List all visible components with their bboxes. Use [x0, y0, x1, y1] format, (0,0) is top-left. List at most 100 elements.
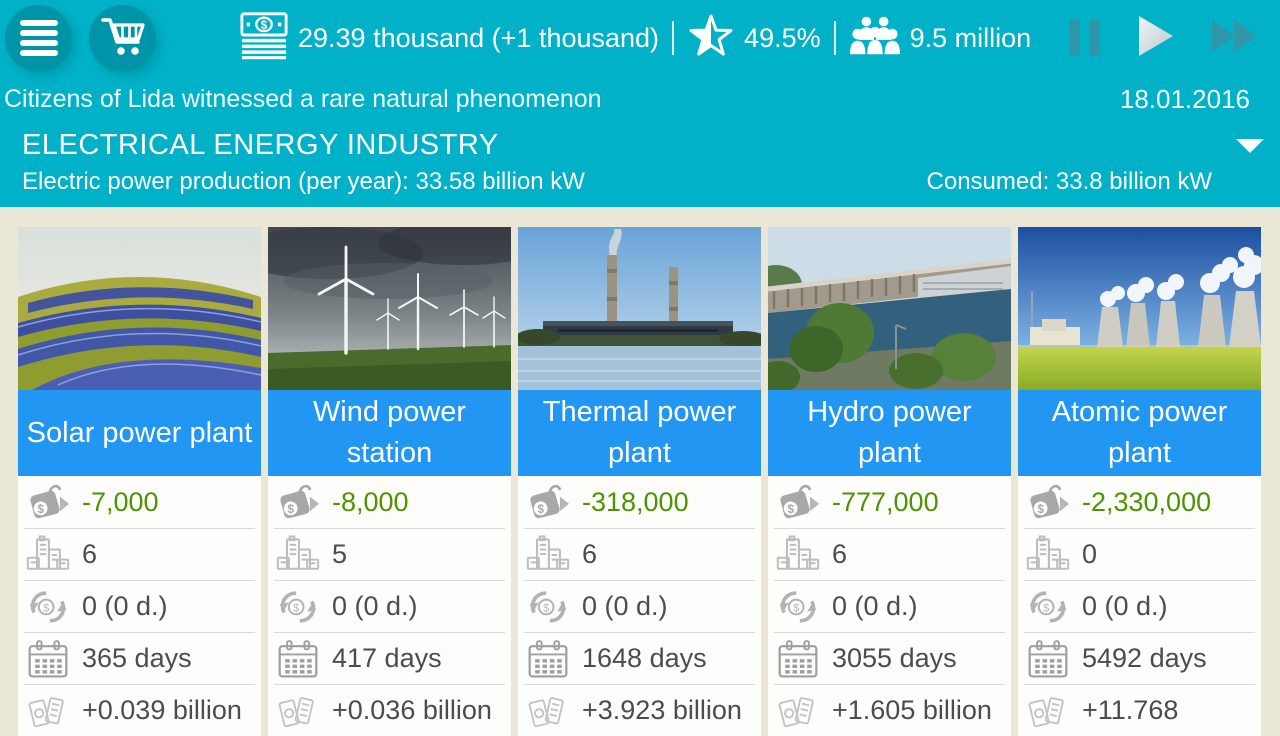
coin-turnover-icon [776, 585, 820, 629]
turnover-row: 0 (0 d.) [274, 580, 505, 632]
cart-icon [100, 14, 146, 63]
output-value: +1.605 billion [832, 695, 992, 725]
cost-value: -7,000 [82, 486, 159, 517]
days-value: 5492 days [1082, 643, 1207, 673]
buildings-icon [526, 533, 570, 577]
money-icon: $ [239, 10, 289, 67]
turnover-row: 0 (0 d.) [1024, 580, 1255, 632]
solar-plant-photo [18, 227, 261, 390]
play-button[interactable] [1138, 15, 1174, 62]
days-value: 3055 days [832, 643, 957, 673]
menu-icon [19, 20, 58, 56]
output-value: +11.768 [1082, 695, 1179, 725]
rating-value: 49.5% [744, 22, 821, 53]
news-ticker[interactable]: Citizens of Lida witnessed a rare natura… [4, 84, 602, 113]
card-wind-power-station[interactable]: Wind power station -8,000 5 0 (0 d.) 417… [268, 227, 511, 736]
output-row: +0.039 billion [24, 684, 255, 736]
output-row: +11.768 [1024, 684, 1255, 736]
turnover-value: 0 (0 d.) [832, 591, 918, 621]
days-value: 365 days [82, 643, 192, 673]
fast-forward-button[interactable] [1212, 19, 1258, 57]
rating-stat[interactable]: 49.5% [687, 12, 821, 65]
section-header[interactable]: ELECTRICAL ENERGY INDUSTRY [0, 122, 1280, 168]
card-stats: -7,000 6 0 (0 d.) 365 days +0.039 billio… [18, 476, 261, 736]
topbar: $ 29.39 thousand (+1 thousand) [0, 0, 1280, 76]
card-atomic-power-plant[interactable]: Atomic power plant -2,330,000 0 0 (0 d.)… [1018, 227, 1261, 736]
card-hydro-power-plant[interactable]: Hydro power plant -777,000 6 0 (0 d.) 30… [768, 227, 1011, 736]
coin-turnover-icon [26, 585, 70, 629]
chevron-down-icon [1236, 139, 1264, 153]
cost-value: -8,000 [332, 486, 409, 517]
wind-station-photo [268, 227, 511, 390]
energy-output-icon [526, 689, 570, 733]
play-icon [1138, 15, 1174, 62]
days-row: 365 days [24, 632, 255, 684]
thermal-plant-photo [518, 227, 761, 390]
energy-output-icon [776, 689, 820, 733]
production-label: Electric power production (per year): 33… [22, 168, 585, 195]
cost-row: -2,330,000 [1024, 476, 1255, 528]
price-tag-icon [26, 480, 70, 524]
turnover-value: 0 (0 d.) [82, 591, 168, 621]
fast-forward-icon [1212, 19, 1258, 57]
card-stats: -8,000 5 0 (0 d.) 417 days +0.036 billio… [268, 476, 511, 736]
cost-value: -318,000 [582, 486, 689, 517]
pause-button[interactable] [1069, 20, 1100, 56]
cost-row: -318,000 [524, 476, 755, 528]
card-title: Wind power station [268, 390, 511, 476]
days-row: 1648 days [524, 632, 755, 684]
calendar-icon [526, 637, 570, 681]
output-row: +0.036 billion [274, 684, 505, 736]
cost-row: -8,000 [274, 476, 505, 528]
output-value: +0.039 billion [82, 695, 242, 725]
card-solar-power-plant[interactable]: Solar power plant -7,000 6 0 (0 d.) 365 … [18, 227, 261, 736]
count-value: 6 [82, 539, 98, 569]
count-value: 5 [332, 539, 348, 569]
plant-cards: Solar power plant -7,000 6 0 (0 d.) 365 … [0, 207, 1280, 736]
menu-button[interactable] [5, 4, 72, 72]
pause-icon [1069, 20, 1100, 56]
atomic-plant-photo [1018, 227, 1261, 390]
count-row: 6 [524, 528, 755, 580]
population-stat[interactable]: 9.5 million [849, 12, 1032, 65]
buildings-icon [276, 533, 320, 577]
population-icon [849, 12, 901, 65]
hydro-plant-photo [768, 227, 1011, 390]
card-stats: -318,000 6 0 (0 d.) 1648 days +3.923 bil… [518, 476, 761, 736]
svg-text:$: $ [261, 19, 268, 31]
count-row: 6 [774, 528, 1005, 580]
count-value: 6 [582, 539, 598, 569]
star-icon [687, 12, 735, 65]
days-value: 417 days [332, 643, 442, 673]
count-value: 0 [1082, 539, 1098, 569]
buildings-icon [776, 533, 820, 577]
energy-output-icon [26, 689, 70, 733]
calendar-icon [1026, 637, 1070, 681]
energy-output-icon [276, 689, 320, 733]
count-row: 6 [24, 528, 255, 580]
turnover-row: 0 (0 d.) [24, 580, 255, 632]
coin-turnover-icon [276, 585, 320, 629]
coin-turnover-icon [1026, 585, 1070, 629]
turnover-value: 0 (0 d.) [1082, 591, 1168, 621]
money-value: 29.39 thousand (+1 thousand) [298, 22, 660, 53]
energy-output-icon [1026, 689, 1070, 733]
consumed-label: Consumed: 33.8 billion kW [926, 168, 1212, 195]
card-title: Atomic power plant [1018, 390, 1261, 476]
card-title: Hydro power plant [768, 390, 1011, 476]
money-stat[interactable]: $ 29.39 thousand (+1 thousand) [239, 10, 659, 67]
production-row: Electric power production (per year): 33… [0, 168, 1280, 207]
stat-divider [833, 21, 836, 55]
price-tag-icon [276, 480, 320, 524]
turnover-value: 0 (0 d.) [582, 591, 668, 621]
shop-button[interactable] [89, 4, 156, 72]
card-thermal-power-plant[interactable]: Thermal power plant -318,000 6 0 (0 d.) … [518, 227, 761, 736]
days-value: 1648 days [582, 643, 707, 673]
population-value: 9.5 million [909, 22, 1032, 53]
price-tag-icon [776, 480, 820, 524]
turnover-row: 0 (0 d.) [524, 580, 755, 632]
count-row: 5 [274, 528, 505, 580]
turnover-row: 0 (0 d.) [774, 580, 1005, 632]
output-row: +1.605 billion [774, 684, 1005, 736]
